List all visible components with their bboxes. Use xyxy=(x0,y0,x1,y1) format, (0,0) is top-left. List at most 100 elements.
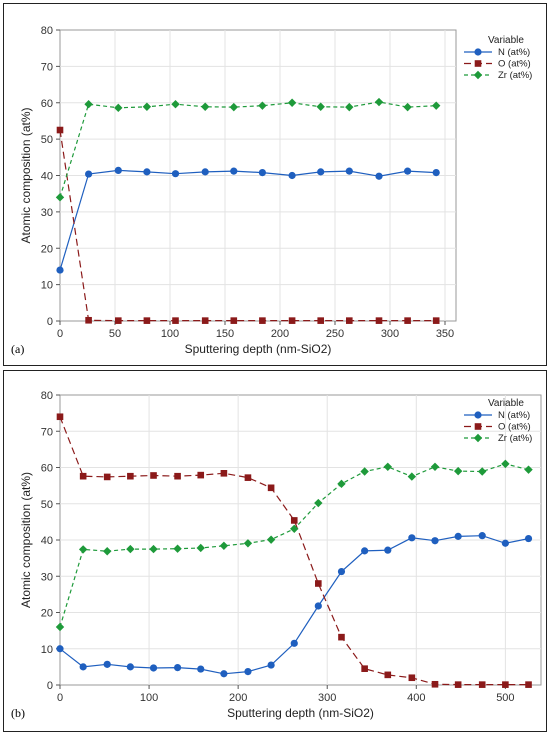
chart-b-y-tick-label: 80 xyxy=(41,390,53,402)
chart-b-point-o-at xyxy=(197,471,205,479)
chart-b-point-n-at xyxy=(290,639,298,647)
chart-b-legend-marker-n-at xyxy=(474,411,482,419)
chart-a-x-tick-label: 100 xyxy=(161,328,179,340)
chart-a-legend-marker-o-at xyxy=(474,60,482,67)
chart-a-point-n-at xyxy=(201,168,209,176)
chart-a-y-tick-label: 70 xyxy=(41,61,53,73)
chart-b-point-zr-at xyxy=(478,467,487,476)
chart-a-point-o-at xyxy=(85,316,92,324)
chart-a-point-n-at xyxy=(56,266,64,274)
chart-a-point-o-at xyxy=(317,317,324,324)
chart-a-y-axis-title: Atomic composition (at%) xyxy=(19,107,33,243)
chart-b-point-n-at xyxy=(103,660,111,668)
chart-b-point-zr-at xyxy=(314,498,323,508)
chart-a-point-zr-at xyxy=(403,102,412,112)
chart-b-legend-title: Variable xyxy=(488,398,524,409)
chart-a-point-n-at xyxy=(288,171,296,180)
chart-a-point-n-at xyxy=(258,168,266,177)
chart-b-point-zr-at xyxy=(430,462,440,471)
chart-a-legend-marker-n-at xyxy=(474,48,482,56)
chart-b-point-n-at xyxy=(431,537,439,545)
chart-a-legend-label-o-at: O (at%) xyxy=(498,59,531,70)
chart-a-legend-label-n-at: N (at%) xyxy=(498,47,530,58)
chart-b-y-tick-label: 50 xyxy=(41,499,53,511)
chart-a-point-n-at xyxy=(317,168,325,176)
chart-a-x-tick-label: 350 xyxy=(436,328,454,340)
chart-a-x-tick-label: 50 xyxy=(109,328,121,340)
chart-a-series-n-at xyxy=(56,166,440,274)
chart-b-point-o-at xyxy=(174,472,181,480)
chart-b-x-tick-label: 300 xyxy=(318,692,336,704)
chart-a-x-tick-label: 200 xyxy=(271,328,289,340)
chart-a-point-zr-at xyxy=(55,193,65,202)
chart-b-point-n-at xyxy=(478,532,486,540)
chart-b-point-o-at xyxy=(79,472,87,480)
chart-b-point-o-at xyxy=(220,470,228,477)
chart-a-point-o-at xyxy=(375,317,383,324)
chart-a-series-o-at xyxy=(56,126,440,324)
chart-b-y-tick-label: 30 xyxy=(41,571,53,583)
chart-b-point-o-at xyxy=(56,413,64,421)
chart-a-point-zr-at xyxy=(374,97,384,107)
chart-b-legend-label-o-at: O (at%) xyxy=(498,422,531,433)
chart-b-point-zr-at xyxy=(407,472,417,481)
chart-a-point-zr-at xyxy=(432,101,441,110)
chart-panel-a: 0 10 20 30 40 50 60 70 80 0 50 100 150 200 250 300 350 Sp… xyxy=(3,3,547,366)
chart-b-point-n-at xyxy=(79,663,87,671)
chart-a-y-tick-label: 80 xyxy=(41,25,53,37)
chart-b-point-n-at xyxy=(501,539,509,547)
chart-a-point-o-at xyxy=(56,126,64,134)
chart-a-legend-marker-zr-at xyxy=(473,70,483,80)
chart-b-point-n-at xyxy=(454,532,462,540)
chart-b-series-o-at xyxy=(56,413,532,688)
chart-a-point-o-at xyxy=(288,317,296,324)
chart-a-legend-title: Variable xyxy=(488,35,524,46)
chart-b-x-tick-label: 200 xyxy=(229,692,247,704)
chart-b-point-n-at xyxy=(197,665,205,673)
chart-b-x-tick-label: 100 xyxy=(140,692,158,704)
chart-b-point-o-at xyxy=(478,681,486,688)
chart-a-point-n-at xyxy=(345,167,353,175)
chart-a-point-zr-at xyxy=(84,100,93,109)
chart-a-point-zr-at xyxy=(142,102,152,111)
chart-a-point-o-at xyxy=(201,317,209,324)
chart-b-point-zr-at xyxy=(524,465,533,474)
chart-b-point-o-at xyxy=(502,681,509,688)
chart-b-point-o-at xyxy=(361,665,368,672)
chart-b-point-zr-at xyxy=(126,544,135,554)
chart-b-point-n-at xyxy=(337,567,346,576)
chart-b-svg: 0 10 20 30 40 50 60 70 80 0 100 200 300 400 500 Sputter… xyxy=(11,390,542,720)
chart-b-point-n-at xyxy=(384,546,392,554)
chart-a-point-zr-at xyxy=(229,102,238,112)
chart-b-x-axis-title: Sputtering depth (nm-SiO2) xyxy=(227,706,374,720)
chart-b-point-o-at xyxy=(103,473,111,481)
chart-b-y-tick-label: 70 xyxy=(41,426,53,438)
chart-b-series-n-at xyxy=(56,532,533,678)
chart-b-point-n-at xyxy=(408,534,416,542)
chart-a-point-o-at xyxy=(230,317,238,324)
chart-b-point-zr-at xyxy=(453,466,463,476)
chart-a-y-tick-label: 20 xyxy=(41,243,53,255)
chart-b-x-tick-label: 400 xyxy=(407,692,425,704)
chart-a-point-n-at xyxy=(432,168,440,177)
chart-b-point-n-at xyxy=(56,645,64,653)
chart-b-point-o-at xyxy=(454,681,462,688)
chart-b-legend-label-zr-at: Zr (at%) xyxy=(498,433,532,444)
chart-a-point-n-at xyxy=(85,170,93,178)
chart-b-point-n-at xyxy=(524,534,533,543)
chart-a-series-line-o-at xyxy=(59,129,437,322)
chart-a-point-o-at xyxy=(115,317,122,324)
chart-a-point-zr-at xyxy=(287,98,297,107)
chart-a-point-zr-at xyxy=(258,101,267,110)
chart-b-point-o-at xyxy=(150,472,157,479)
chart-b-y-axis-title: Atomic composition (at%) xyxy=(19,472,33,608)
chart-b-point-o-at xyxy=(290,517,298,524)
chart-a-point-n-at xyxy=(171,170,180,178)
chart-b-point-zr-at xyxy=(360,467,369,476)
chart-a-point-n-at xyxy=(230,167,238,175)
chart-a-x-axis-title: Sputtering depth (nm-SiO2) xyxy=(185,342,332,356)
chart-b-y-tick-label: 20 xyxy=(41,608,53,620)
chart-b-legend-label-n-at: N (at%) xyxy=(498,410,530,421)
chart-b-y-tick-label: 10 xyxy=(41,644,53,656)
